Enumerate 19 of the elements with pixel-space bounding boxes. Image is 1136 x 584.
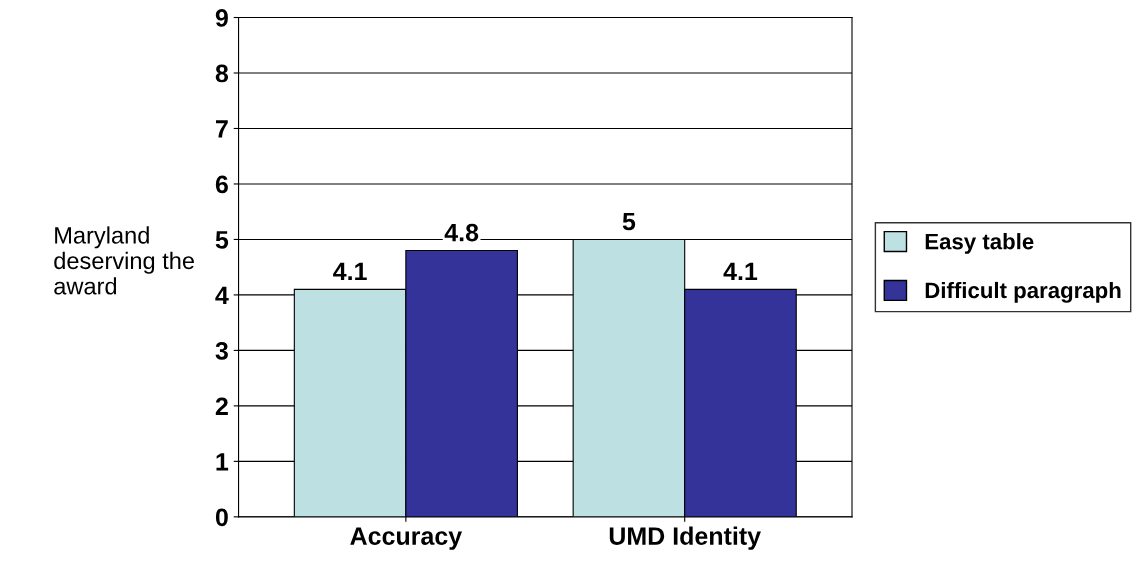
data-label: 4.1 <box>333 262 367 281</box>
y-tick-label: 5 <box>215 231 229 249</box>
data-label: 4.1 <box>723 262 758 281</box>
legend-label: Difficult paragraph <box>925 281 1121 303</box>
y-tick-label: 9 <box>215 9 228 27</box>
y-tick-label: 6 <box>215 175 228 194</box>
legend-label: Easy table <box>925 233 1034 254</box>
y-tick-label: 1 <box>216 453 229 471</box>
y-tick-label: 7 <box>216 120 228 138</box>
x-tick-label: UMD Identity <box>609 526 761 550</box>
y-tick-label: 3 <box>215 342 228 360</box>
data-label: 5 <box>622 212 636 231</box>
y-axis-title: Maryland deserving the award <box>54 226 194 295</box>
y-tick-label: 4 <box>215 286 229 304</box>
y-tick-label: 2 <box>215 397 228 415</box>
y-tick-label: 8 <box>215 64 229 83</box>
x-tick-label: Accuracy <box>350 527 463 550</box>
y-tick-label: 0 <box>215 508 228 527</box>
data-label: 4.8 <box>444 223 479 242</box>
